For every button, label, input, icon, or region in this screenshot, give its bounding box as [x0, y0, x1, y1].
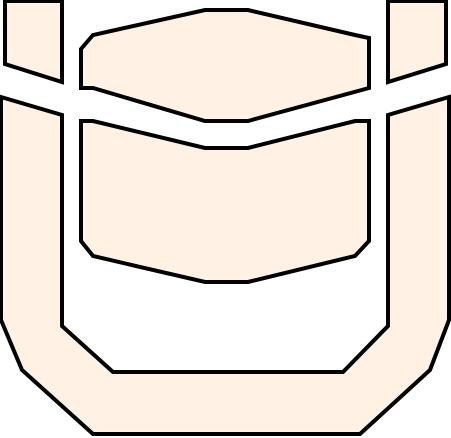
- lower-center-panel-shape: [79, 119, 371, 284]
- top-right-block-shape: [386, 0, 448, 85]
- outer-u-frame-shape: [0, 94, 451, 436]
- top-left-block-shape: [3, 0, 64, 85]
- upper-center-panel-shape: [79, 8, 371, 123]
